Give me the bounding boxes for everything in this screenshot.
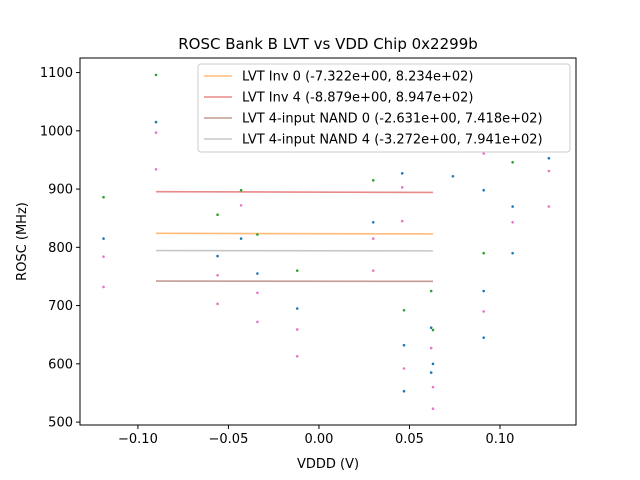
y-axis: 500 600 700 800 900 1000 1100	[40, 66, 80, 431]
data-point-pink	[482, 310, 485, 313]
data-point-blue	[482, 289, 485, 293]
data-point-pink	[429, 346, 433, 350]
data-point-blue	[402, 389, 406, 393]
legend-label: LVT Inv 0 (-7.322e+00, 8.234e+02)	[242, 70, 473, 85]
data-point-blue	[429, 371, 433, 374]
data-point-pink	[216, 302, 219, 306]
data-point-green	[216, 213, 219, 217]
y-tick-label: 500	[48, 416, 73, 431]
data-point-blue	[482, 336, 485, 339]
data-point-pink	[216, 273, 219, 277]
data-point-pink	[239, 204, 243, 207]
y-tick-label: 900	[48, 183, 73, 198]
legend: LVT Inv 0 (-7.322e+00, 8.234e+02) LVT Inv…	[197, 63, 571, 153]
data-point-pink	[256, 291, 259, 295]
data-point-pink	[400, 186, 404, 189]
data-point-green	[371, 179, 375, 182]
data-point-blue	[511, 205, 514, 208]
data-point-green	[239, 188, 243, 192]
x-tick-label: −0.05	[209, 432, 249, 447]
data-point-pink	[295, 328, 299, 331]
data-point-blue	[482, 188, 485, 192]
data-point-pink	[102, 255, 105, 258]
chart-title: ROSC Bank B LVT vs VDD Chip 0x2299b	[178, 35, 478, 53]
data-point-green	[511, 160, 514, 164]
data-point-blue	[154, 120, 158, 124]
data-point-blue	[216, 254, 219, 258]
y-tick-label: 1100	[40, 66, 73, 81]
data-point-pink	[547, 169, 551, 173]
legend-box	[197, 63, 571, 153]
data-point-pink	[154, 131, 158, 134]
data-point-blue	[256, 272, 259, 275]
y-tick-label: 1000	[40, 124, 73, 139]
data-point-pink	[256, 320, 259, 324]
data-point-blue	[402, 343, 406, 347]
fit-line-1	[156, 190, 433, 194]
data-point-blue	[547, 156, 551, 160]
legend-label: LVT Inv 4 (-8.879e+00, 8.947e+02)	[242, 91, 473, 106]
data-point-blue	[429, 326, 433, 330]
data-point-blue	[295, 307, 299, 310]
data-point-pink	[547, 205, 551, 208]
x-axis: −0.10 −0.05 0.00 0.05 0.10	[118, 425, 514, 447]
plot-frame	[79, 57, 577, 426]
data-point-pink	[402, 367, 406, 370]
y-tick-label: 800	[48, 241, 73, 256]
data-point-pink	[295, 354, 299, 358]
data-point-green	[256, 233, 259, 236]
y-tick-label: 600	[48, 357, 73, 372]
data-point-green	[295, 269, 299, 272]
y-tick-label: 700	[48, 299, 73, 314]
data-point-blue	[102, 237, 105, 240]
data-point-green	[482, 251, 485, 255]
data-point-pink	[482, 152, 485, 155]
data-point-green	[431, 328, 435, 332]
data-point-pink	[400, 219, 404, 223]
legend-label: LVT 4-input NAND 0 (-2.631e+00, 7.418e+0…	[242, 112, 543, 127]
x-tick-label: −0.10	[118, 432, 158, 447]
data-point-blue	[371, 220, 375, 224]
legend-label: LVT 4-input NAND 4 (-3.272e+00, 7.941e+0…	[242, 133, 543, 148]
data-point-blue	[400, 172, 404, 175]
data-point-pink	[102, 285, 105, 289]
data-point-green	[429, 289, 433, 293]
fit-lines-group	[156, 190, 433, 283]
data-point-pink	[371, 237, 375, 240]
data-point-green	[402, 308, 406, 312]
fit-line-0	[156, 232, 433, 235]
x-tick-label: 0.00	[304, 432, 333, 447]
x-axis-label: VDDD (V)	[297, 457, 359, 472]
data-point-blue	[511, 251, 514, 255]
data-point-pink	[154, 167, 158, 171]
data-point-blue	[239, 237, 243, 240]
data-point-green	[102, 195, 105, 199]
data-point-pink	[511, 220, 514, 224]
data-point-blue	[431, 362, 435, 366]
x-tick-label: 0.10	[485, 432, 514, 447]
data-point-green	[154, 73, 158, 77]
data-point-pink	[431, 385, 435, 389]
x-tick-label: 0.05	[395, 432, 424, 447]
data-point-blue	[451, 174, 455, 178]
data-point-pink	[431, 407, 435, 410]
data-point-pink	[371, 269, 375, 272]
y-axis-label: ROSC (MHz)	[15, 202, 30, 281]
scatter-points-group	[102, 73, 551, 410]
